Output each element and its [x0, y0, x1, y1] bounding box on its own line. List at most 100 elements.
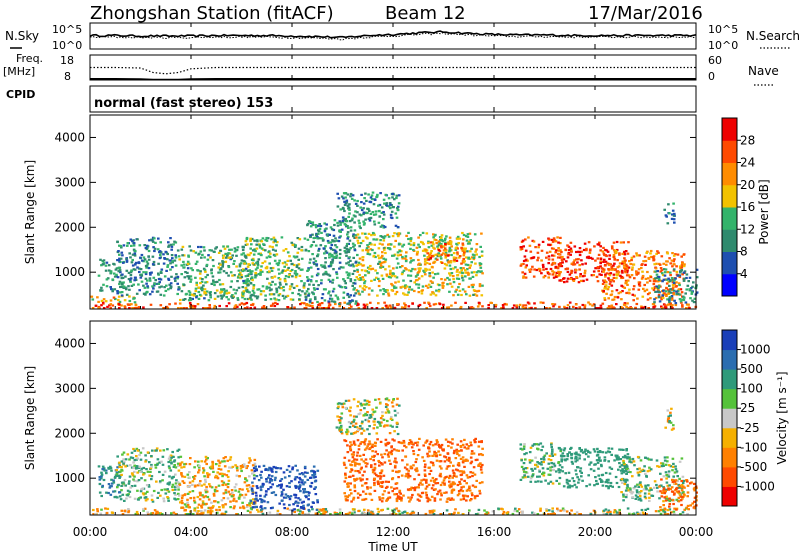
- heatmap-cell: [385, 449, 388, 452]
- heatmap-cell: [99, 289, 102, 292]
- heatmap-cell: [277, 299, 281, 302]
- heatmap-cell: [599, 260, 603, 263]
- heatmap-cell: [286, 294, 290, 297]
- heatmap-cell: [381, 254, 384, 257]
- heatmap-cell: [145, 260, 149, 263]
- heatmap-cell: [338, 229, 341, 232]
- heatmap-cell: [346, 236, 350, 239]
- heatmap-cell: [110, 482, 114, 485]
- heatmap-cell: [195, 284, 199, 287]
- heatmap-cell: [350, 500, 353, 503]
- heatmap-cell: [354, 234, 358, 237]
- heatmap-cell: [476, 305, 480, 308]
- heatmap-cell: [363, 448, 367, 451]
- heatmap-cell: [262, 243, 265, 246]
- heatmap-cell: [356, 430, 359, 433]
- heatmap-cell: [128, 295, 131, 298]
- heatmap-cell: [242, 279, 245, 283]
- heatmap-cell: [433, 234, 437, 237]
- heatmap-cell: [404, 267, 407, 270]
- heatmap-cell: [406, 463, 409, 466]
- heatmap-cell: [315, 508, 319, 511]
- heatmap-cell: [260, 254, 263, 257]
- heatmap-cell: [424, 491, 428, 494]
- heatmap-cell: [429, 285, 433, 288]
- heatmap-cell: [169, 282, 173, 285]
- heatmap-cell: [346, 273, 350, 276]
- heatmap-cell: [653, 298, 656, 301]
- heatmap-cell: [242, 290, 246, 293]
- heatmap-cell: [660, 269, 664, 272]
- heatmap-cell: [627, 291, 630, 294]
- heatmap-cell: [159, 278, 163, 281]
- heatmap-cell: [172, 465, 176, 468]
- heatmap-cell: [273, 297, 276, 300]
- heatmap-cell: [319, 224, 323, 228]
- heatmap-cell: [268, 282, 271, 285]
- heatmap-cell: [212, 264, 215, 268]
- power-heatmap: [90, 191, 699, 310]
- heatmap-cell: [226, 497, 230, 500]
- heatmap-cell: [463, 446, 466, 449]
- heatmap-cell: [139, 276, 143, 279]
- heatmap-cell: [668, 297, 671, 300]
- heatmap-cell: [415, 283, 418, 286]
- heatmap-cell: [444, 237, 447, 240]
- heatmap-cell: [672, 202, 675, 205]
- heatmap-cell: [265, 490, 268, 493]
- heatmap-cell: [574, 271, 577, 274]
- heatmap-cell: [581, 263, 584, 266]
- heatmap-cell: [158, 470, 161, 474]
- heatmap-cell: [362, 490, 365, 493]
- heatmap-cell: [249, 238, 252, 241]
- heatmap-cell: [647, 277, 650, 280]
- heatmap-cell: [428, 268, 431, 271]
- heatmap-cell: [407, 474, 410, 477]
- heatmap-cell: [159, 512, 162, 515]
- heatmap-cell: [238, 273, 241, 276]
- heatmap-cell: [203, 256, 206, 259]
- heatmap-cell: [175, 479, 178, 482]
- heatmap-cell: [101, 468, 104, 471]
- heatmap-cell: [371, 471, 375, 474]
- heatmap-cell: [387, 247, 390, 250]
- heatmap-cell: [645, 251, 648, 254]
- heatmap-cell: [363, 470, 366, 473]
- heatmap-cell: [174, 302, 177, 305]
- heatmap-cell: [150, 463, 153, 467]
- heatmap-cell: [424, 512, 428, 516]
- heatmap-cell: [327, 307, 330, 310]
- heatmap-cell: [619, 291, 622, 294]
- heatmap-cell: [374, 450, 378, 453]
- heatmap-cell: [193, 477, 196, 480]
- heatmap-cell: [244, 279, 248, 282]
- heatmap-cell: [421, 289, 424, 292]
- heatmap-cell: [477, 270, 480, 273]
- heatmap-cell: [459, 271, 463, 274]
- heatmap-cell: [283, 265, 286, 268]
- heatmap-cell: [635, 273, 638, 276]
- heatmap-cell: [349, 482, 352, 485]
- heatmap-cell: [344, 192, 348, 195]
- heatmap-cell: [189, 275, 193, 278]
- heatmap-cell: [351, 299, 354, 302]
- heatmap-cell: [261, 507, 264, 510]
- heatmap-cell: [360, 441, 363, 444]
- heatmap-cell: [368, 400, 371, 403]
- heatmap-cell: [456, 494, 460, 497]
- heatmap-cell: [610, 245, 614, 248]
- heatmap-cell: [621, 271, 624, 274]
- heatmap-cell: [475, 248, 478, 251]
- heatmap-cell: [416, 250, 419, 253]
- heatmap-cell: [349, 280, 353, 283]
- heatmap-cell: [307, 503, 310, 506]
- heatmap-cell: [346, 292, 350, 296]
- heatmap-cell: [312, 474, 316, 477]
- heatmap-cell: [412, 244, 416, 247]
- heatmap-cell: [404, 287, 407, 290]
- heatmap-cell: [212, 492, 216, 495]
- heatmap-cell: [416, 441, 420, 444]
- heatmap-cell: [455, 288, 458, 291]
- heatmap-cell: [412, 452, 416, 456]
- heatmap-cell: [264, 294, 267, 297]
